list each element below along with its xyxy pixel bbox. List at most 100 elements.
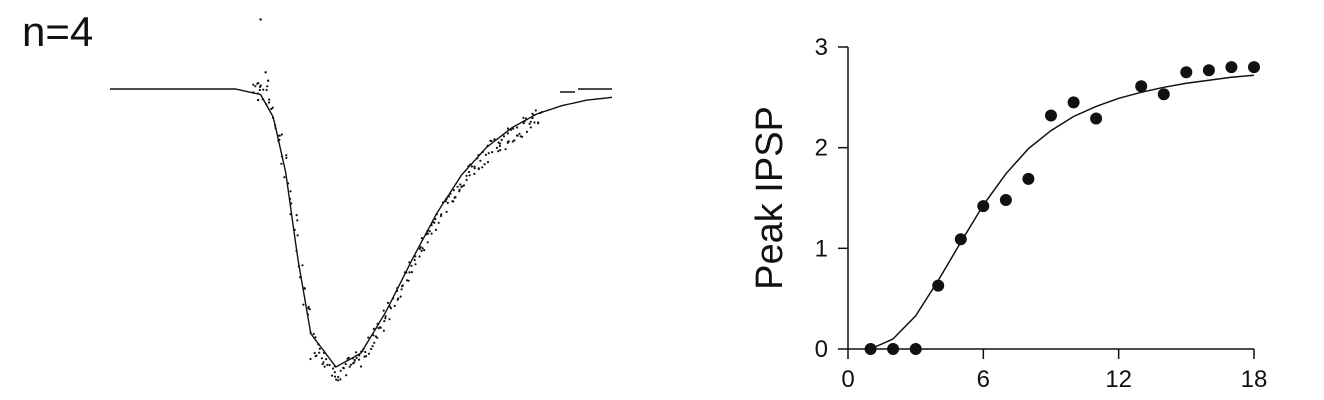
trace-dot xyxy=(473,172,476,175)
trace-dot xyxy=(270,107,273,111)
trace-dot xyxy=(355,356,358,359)
data-point xyxy=(864,343,877,355)
trace-dot xyxy=(325,358,328,361)
trace-dot xyxy=(430,232,433,235)
trace-dot xyxy=(521,135,524,138)
trace-dot xyxy=(314,336,317,339)
trace-dot xyxy=(534,109,537,112)
x-tick-label: 0 xyxy=(841,366,854,393)
trace-dot xyxy=(280,133,283,136)
trace-dot xyxy=(525,130,529,133)
trace-dot xyxy=(468,174,471,177)
trace-dot xyxy=(511,140,514,143)
trace-dot xyxy=(303,287,306,290)
trace-dot xyxy=(259,18,262,21)
trace-dot xyxy=(302,303,305,306)
y-tick-label: 0 xyxy=(815,336,828,363)
trace-dots xyxy=(252,18,543,382)
trace-dot xyxy=(384,317,387,320)
trace-dot xyxy=(408,271,411,274)
trace-dot xyxy=(473,167,476,170)
trace-dot xyxy=(335,378,338,381)
trace-dot xyxy=(531,117,534,120)
trace-dot xyxy=(382,309,385,312)
trace-dot xyxy=(326,363,329,366)
y-tick-label: 1 xyxy=(815,235,828,262)
fit-curve xyxy=(870,74,1255,350)
x-tick-label: 12 xyxy=(1105,366,1132,393)
trace-dot xyxy=(452,200,455,203)
trace-dot xyxy=(271,106,274,109)
trace-dot xyxy=(465,174,468,177)
data-point xyxy=(1090,112,1103,125)
trace-dot xyxy=(516,134,519,137)
trace-dot xyxy=(252,83,255,86)
trace-dot xyxy=(454,196,457,199)
trace-dot xyxy=(513,139,516,142)
data-point xyxy=(999,194,1012,206)
trace-dot xyxy=(382,329,385,332)
trace-dot xyxy=(506,127,509,130)
y-tick-label: 2 xyxy=(815,135,828,162)
trace-dot xyxy=(328,363,331,367)
trace-dot xyxy=(280,162,283,165)
trace-dot xyxy=(459,183,462,186)
trace-dot xyxy=(477,167,480,171)
trace-dot xyxy=(285,154,288,157)
trace-dot xyxy=(389,307,393,310)
data-point xyxy=(1157,88,1170,101)
trace-dot xyxy=(266,79,270,82)
trace-dot xyxy=(504,148,507,151)
trace-dot xyxy=(522,116,525,119)
trace-dot xyxy=(345,374,348,377)
trace-dot xyxy=(439,214,443,218)
data-point xyxy=(1180,66,1193,79)
trace-dot xyxy=(495,146,499,149)
trace-dot xyxy=(296,234,299,237)
trace-dot xyxy=(254,85,257,88)
trace-dot xyxy=(359,365,363,368)
trace-dot xyxy=(428,230,431,233)
trace-dot xyxy=(420,249,423,252)
trace-dot xyxy=(400,285,404,288)
data-point xyxy=(1135,80,1148,93)
y-axis-label: Peak IPSP xyxy=(749,106,791,290)
trace-dot xyxy=(367,336,370,339)
panel-title: n=4 xyxy=(22,8,93,55)
trace-dot xyxy=(399,295,402,298)
trace-dot xyxy=(434,218,437,221)
trace-dot xyxy=(426,241,429,244)
trace-dot xyxy=(268,101,271,104)
trace-dot xyxy=(313,351,316,355)
trace-dot xyxy=(344,362,347,366)
trace-dot xyxy=(285,156,288,159)
x-tick-label: 6 xyxy=(977,366,990,393)
trace-dot xyxy=(529,126,532,129)
trace-dot xyxy=(489,139,492,142)
trace-dot xyxy=(522,122,525,125)
trace-dot xyxy=(467,170,471,174)
trace-dot xyxy=(339,378,342,381)
trace-dot xyxy=(323,365,326,368)
trace-dot xyxy=(331,367,335,370)
trace-dot xyxy=(446,201,449,204)
trace-dot xyxy=(342,366,345,369)
trace-panel: n=4 xyxy=(22,8,613,382)
trace-dot xyxy=(481,166,484,169)
trace-dot xyxy=(266,85,269,88)
trace-dot xyxy=(518,132,521,135)
trace-dot xyxy=(479,159,482,162)
trace-dot xyxy=(516,126,519,129)
data-points xyxy=(864,61,1260,355)
data-point xyxy=(1067,96,1080,109)
trace-dot xyxy=(470,165,473,168)
trace-dot xyxy=(337,379,340,382)
trace-dot xyxy=(333,371,336,374)
trace-dot xyxy=(407,279,410,282)
trace-dot xyxy=(370,347,373,351)
trace-dot xyxy=(365,355,368,358)
trace-dot xyxy=(384,315,387,318)
trace-dot xyxy=(376,336,379,339)
trace-dot xyxy=(420,237,423,240)
data-point xyxy=(977,200,990,213)
